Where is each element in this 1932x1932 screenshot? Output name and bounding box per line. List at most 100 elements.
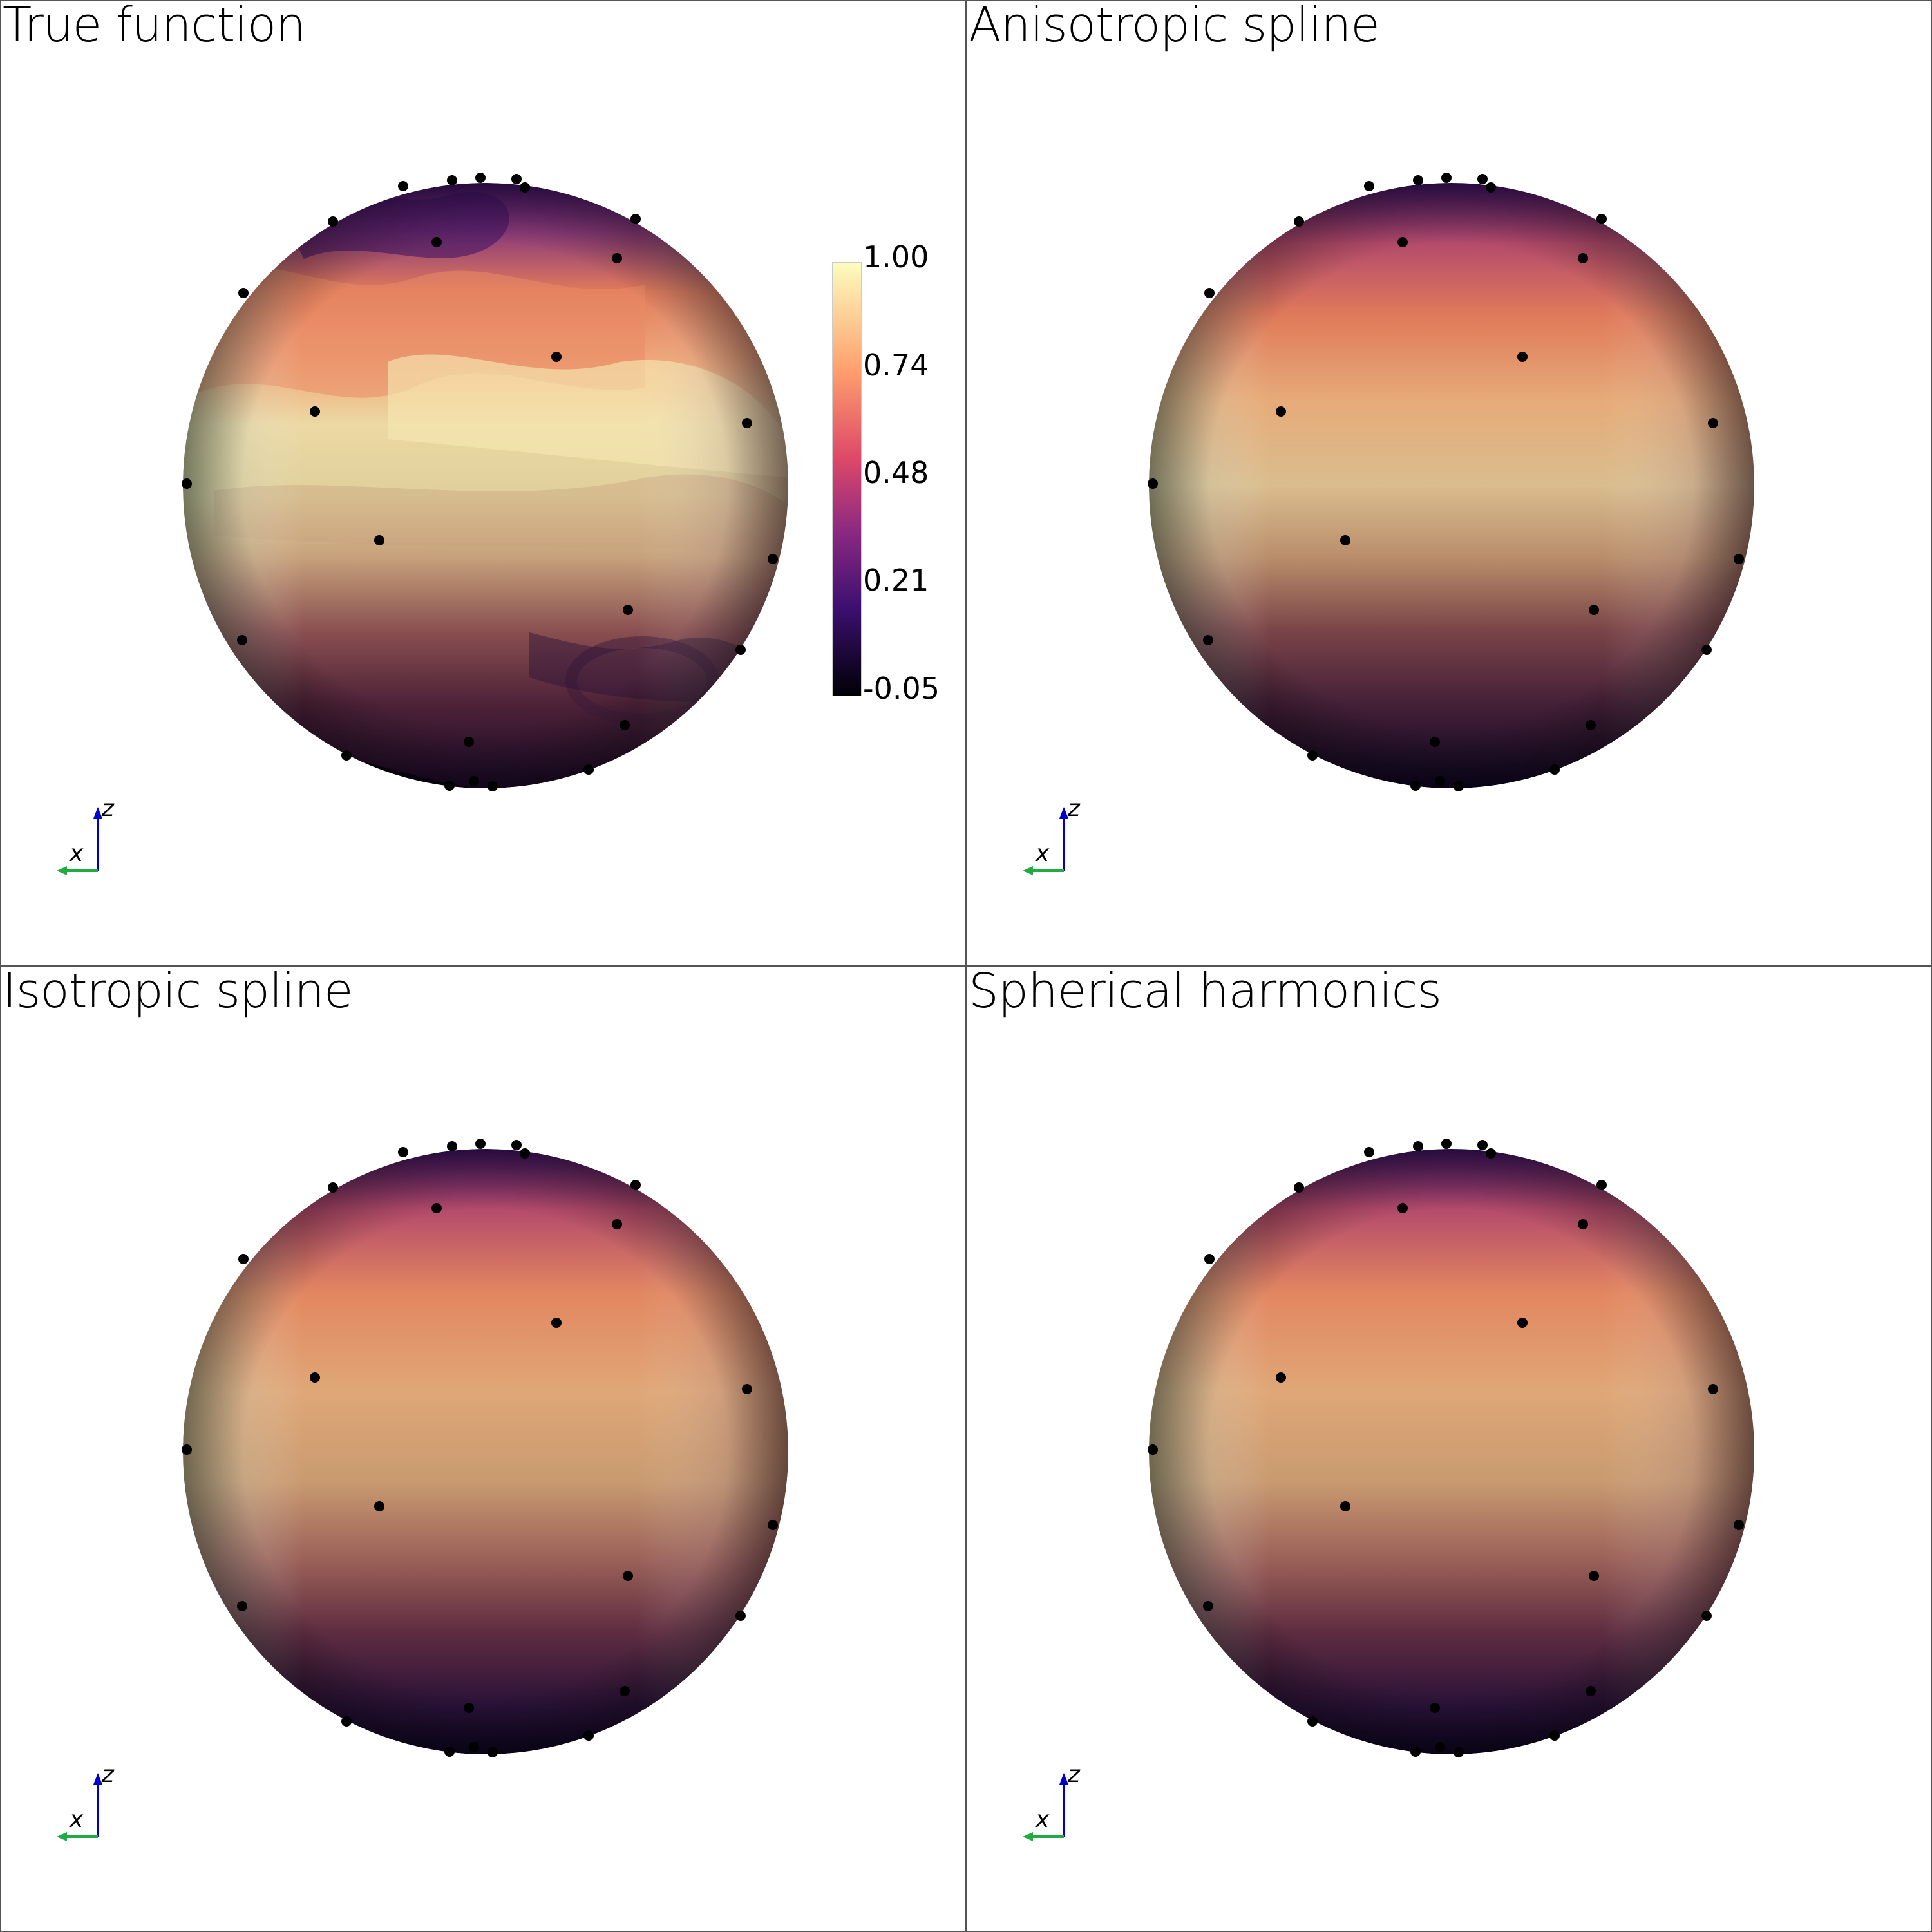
sample-point	[1435, 776, 1445, 786]
sample-point	[444, 1747, 455, 1757]
z-axis-label: z	[101, 1761, 115, 1788]
sample-point	[1486, 1148, 1496, 1159]
sample-point	[620, 1686, 630, 1696]
sample-point	[1340, 535, 1350, 545]
sample-point	[1307, 750, 1318, 761]
sample-point	[475, 173, 486, 183]
sample-point	[768, 1520, 778, 1530]
sphere-render	[182, 173, 788, 791]
sample-point	[310, 1372, 320, 1383]
colorbar-tick-label: 0.48	[863, 455, 929, 490]
sample-point	[1549, 1730, 1560, 1741]
sample-point	[238, 1254, 249, 1264]
sample-point	[630, 214, 641, 224]
sample-points	[182, 1139, 778, 1757]
panel-title: Spherical harmonics	[969, 966, 1442, 1019]
sample-point	[735, 1611, 746, 1621]
sample-point	[1294, 1182, 1304, 1193]
sample-point	[1486, 182, 1496, 193]
sample-point	[1397, 237, 1408, 247]
sample-point	[1441, 1139, 1452, 1149]
sample-point	[488, 781, 498, 791]
sample-point	[511, 174, 522, 184]
x-axis-label: x	[69, 840, 84, 867]
sample-point	[1589, 1571, 1599, 1581]
sample-point	[1708, 418, 1718, 428]
sample-point	[1410, 781, 1421, 791]
sample-points	[1148, 173, 1744, 791]
sample-point	[1148, 1444, 1158, 1455]
sample-point	[447, 1141, 457, 1151]
y-axis-arrow	[57, 1832, 67, 1841]
sample-point	[520, 1148, 530, 1159]
z-axis-arrow	[93, 807, 102, 819]
sample-point	[1517, 1318, 1528, 1328]
sample-point	[1517, 352, 1528, 362]
sample-point	[1276, 1372, 1286, 1383]
sample-point	[328, 1182, 338, 1193]
z-axis-label: z	[1067, 795, 1081, 822]
sample-point	[1549, 764, 1560, 775]
sample-point	[1340, 1501, 1350, 1511]
sphere-render	[1148, 1139, 1754, 1757]
sphere-rim-shading	[183, 183, 788, 788]
panel-title: True function	[3, 0, 306, 53]
sphere-render	[182, 1139, 788, 1757]
sample-point	[1708, 1384, 1718, 1394]
sample-point	[1586, 1686, 1596, 1696]
sample-point	[328, 216, 338, 227]
sample-point	[1477, 1140, 1488, 1150]
y-axis-arrow	[1023, 866, 1033, 875]
sample-point	[612, 1219, 622, 1229]
sample-point	[1364, 181, 1374, 191]
panel-title: Isotropic spline	[3, 966, 354, 1019]
sample-point	[1397, 1203, 1408, 1213]
sample-point	[768, 554, 778, 564]
y-axis-arrow	[1023, 1832, 1033, 1841]
sample-point	[1589, 605, 1599, 615]
z-axis-arrow	[1059, 807, 1068, 819]
colorbar-tick-label: -0.05	[863, 671, 940, 706]
orientation-axes-widget: zx	[1023, 1761, 1081, 1841]
sample-points	[182, 173, 778, 791]
sample-point	[1578, 253, 1588, 263]
colorbar-tick-label: 0.74	[863, 348, 929, 383]
sample-point	[1454, 1747, 1464, 1757]
sample-point	[551, 1318, 562, 1328]
sphere-rim-shading	[183, 1149, 788, 1754]
sample-point	[1307, 1716, 1318, 1727]
sample-point	[623, 1571, 633, 1581]
sample-point	[444, 781, 455, 791]
sample-point	[1276, 406, 1286, 417]
sample-point	[1294, 216, 1304, 227]
orientation-axes-widget: zx	[57, 1761, 115, 1841]
colorbar-tick-label: 1.00	[863, 240, 929, 274]
panel-true-function: True function 1.00 0.74 0.48 0.21 -0.05 …	[0, 0, 966, 966]
sphere-rim-shading	[1149, 183, 1754, 788]
sample-point	[447, 175, 457, 185]
sample-point	[182, 1444, 192, 1455]
sample-point	[735, 645, 746, 655]
sample-point	[1701, 1611, 1712, 1621]
orientation-axes-widget: zx	[1023, 795, 1081, 875]
sample-point	[237, 635, 247, 645]
sample-point	[182, 478, 192, 489]
sample-point	[1734, 1520, 1744, 1530]
sample-point	[1596, 1180, 1607, 1190]
sphere-rim-shading	[1149, 1149, 1754, 1754]
panel-title: Anisotropic spline	[969, 0, 1380, 53]
sample-point	[1701, 645, 1712, 655]
sample-point	[374, 1501, 384, 1511]
sample-point	[1203, 1601, 1213, 1611]
sample-point	[520, 182, 530, 193]
sample-point	[1413, 175, 1423, 185]
sample-point	[511, 1140, 522, 1150]
orientation-axes-widget: zx	[57, 795, 115, 875]
sample-point	[1477, 174, 1488, 184]
z-axis-arrow	[1059, 1773, 1068, 1785]
sample-point	[1203, 635, 1213, 645]
sample-point	[398, 181, 408, 191]
